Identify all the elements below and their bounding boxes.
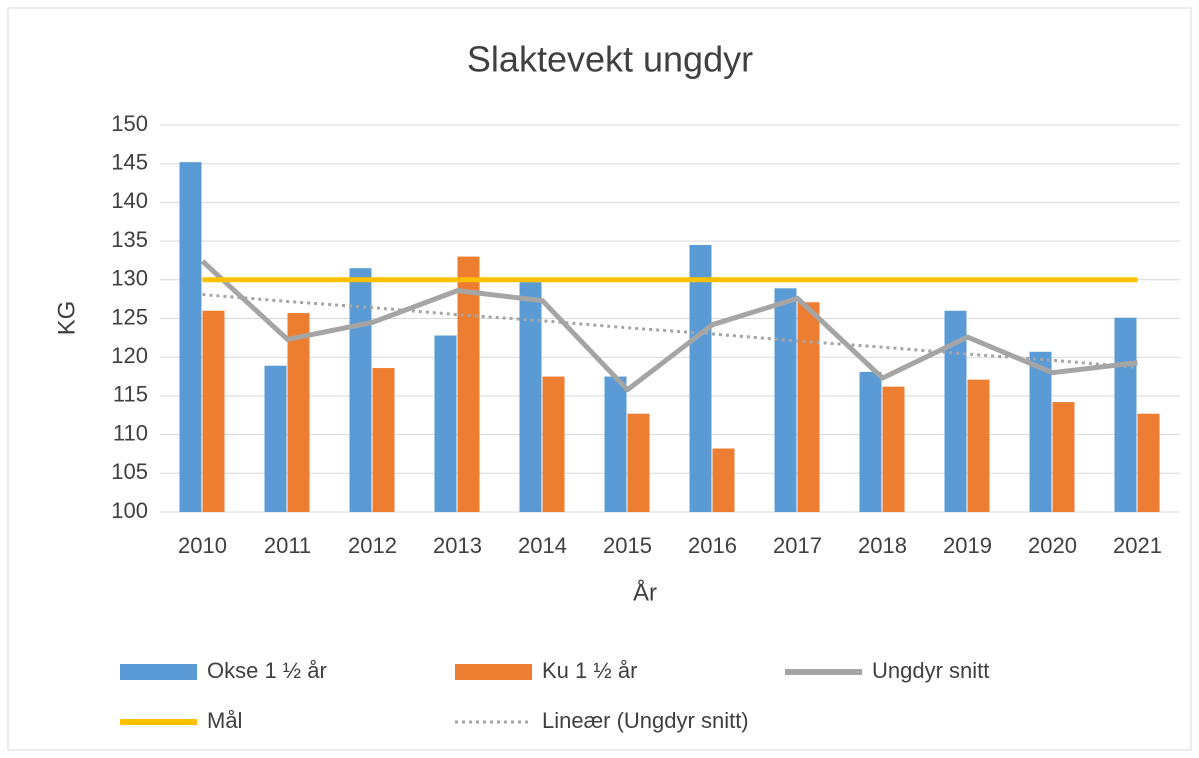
bar	[774, 288, 797, 512]
y-tick-label: 145	[111, 150, 148, 175]
legend-label: Lineær (Ungdyr snitt)	[542, 708, 749, 733]
x-tick-label: 2015	[603, 533, 652, 558]
y-tick-label: 135	[111, 227, 148, 252]
trend-line	[202, 293, 1138, 369]
bar	[1114, 317, 1137, 512]
bar	[944, 310, 967, 512]
bar	[457, 256, 480, 512]
x-tick-label: 2014	[518, 533, 567, 558]
legend-swatch	[455, 664, 532, 680]
y-tick-label: 120	[111, 343, 148, 368]
y-tick-label: 100	[111, 498, 148, 523]
legend-label: Okse 1 ½ år	[207, 658, 327, 683]
bar	[712, 448, 735, 512]
bar	[287, 313, 310, 512]
y-tick-label: 105	[111, 459, 148, 484]
bar	[627, 413, 650, 512]
x-tick-label: 2011	[264, 533, 311, 558]
bar	[264, 365, 287, 512]
bar	[434, 335, 457, 512]
x-tick-label: 2020	[1028, 533, 1077, 558]
y-tick-label: 130	[111, 266, 148, 291]
line	[200, 259, 1138, 393]
bar	[1052, 402, 1075, 512]
x-axis-label: År	[633, 578, 657, 606]
bar	[604, 376, 627, 512]
x-tick-label: 2013	[433, 533, 482, 558]
bar	[202, 310, 225, 512]
bar	[179, 162, 202, 513]
y-tick-label: 140	[111, 188, 148, 213]
legend-label: Mål	[207, 708, 242, 733]
y-tick-label: 150	[111, 111, 148, 136]
bar	[967, 379, 990, 512]
x-tick-label: 2012	[348, 533, 397, 558]
legend-swatch	[120, 664, 197, 680]
bar	[519, 282, 542, 512]
bar	[1137, 413, 1160, 512]
x-tick-label: 2018	[858, 533, 907, 558]
x-tick-label: 2016	[688, 533, 737, 558]
x-tick-label: 2010	[178, 533, 227, 558]
y-axis-label: KG	[53, 301, 80, 336]
bar	[349, 268, 372, 512]
legend-label: Ungdyr snitt	[872, 658, 989, 683]
bar	[882, 386, 905, 512]
y-tick-label: 125	[111, 304, 148, 329]
bar	[859, 371, 882, 512]
bar	[372, 368, 395, 512]
y-tick-label: 110	[113, 420, 148, 445]
legend-label: Ku 1 ½ år	[542, 658, 637, 683]
chart-title: Slaktevekt ungdyr	[467, 39, 753, 80]
bar	[797, 302, 820, 512]
bar	[689, 244, 712, 512]
y-tick-label: 115	[113, 382, 148, 407]
x-tick-label: 2021	[1113, 533, 1162, 558]
bar	[1029, 351, 1052, 512]
x-tick-label: 2017	[773, 533, 822, 558]
bar	[542, 376, 565, 512]
x-tick-label: 2019	[943, 533, 992, 558]
